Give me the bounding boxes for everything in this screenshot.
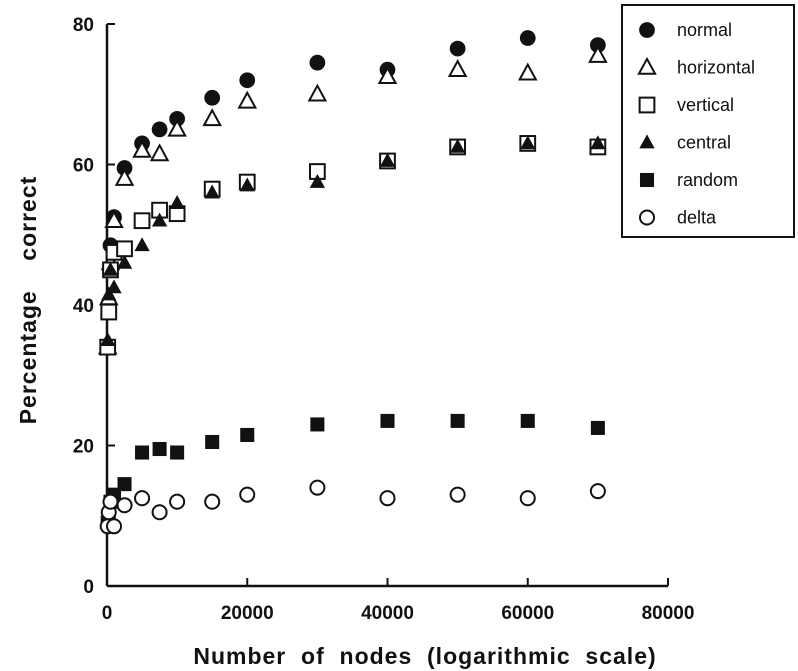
data-point-random [240,427,255,442]
data-point-central [134,237,150,252]
legend-marker-random [639,172,655,188]
legend-marker-normal [639,22,655,38]
data-point-vertical [100,303,118,321]
data-point-delta [449,486,466,503]
legend-item-normal: normal [639,20,732,40]
data-point-vertical [133,212,151,230]
y-tick-label: 0 [83,577,94,598]
data-point-horizontal [307,83,328,102]
data-point-normal [204,89,221,106]
legend-marker-horizontal [637,56,657,75]
data-point-random [450,413,465,428]
data-point-central [116,254,133,269]
data-point-normal [239,72,256,89]
legend-marker-vertical [638,96,656,114]
legend-box [621,4,795,238]
tick-labels: 0 20000 40000 60000 80000 0 20 40 60 80 [73,15,695,624]
data-point-central [102,261,119,276]
data-point-horizontal [132,139,152,158]
data-point-horizontal [167,118,187,137]
x-tick-label: 0 [102,603,113,624]
data-point-normal [449,40,466,57]
legend-item-horizontal: horizontal [637,56,755,78]
data-point-delta [134,490,151,507]
y-tick-label: 20 [73,437,94,458]
data-point-random [310,417,325,432]
data-point-central [379,152,396,167]
data-point-delta [239,486,256,503]
legend-item-central: central [639,133,731,153]
data-point-normal [519,30,536,46]
data-point-delta [519,490,536,507]
data-point-central [204,184,220,199]
data-point-horizontal [104,210,124,228]
data-point-random [170,445,185,460]
legend-label: normal [677,20,732,40]
data-point-central [449,138,466,153]
data-point-random [590,420,605,435]
legend-item-delta: delta [638,208,717,228]
data-point-delta [589,483,606,500]
data-point-central [309,173,326,188]
series-delta [99,479,606,535]
data-point-central [101,286,117,301]
data-point-random [117,477,132,492]
data-point-normal [151,121,168,138]
data-point-delta [151,504,168,521]
legend-item-random: random [639,170,738,190]
x-tick-label: 40000 [361,603,414,624]
legend-label: delta [677,208,717,228]
data-point-central [100,332,116,346]
legend: normal horizontal vertical central random del… [621,4,795,238]
data-point-horizontal [517,62,538,81]
data-point-central [169,195,185,209]
data-point-random [380,413,395,428]
y-axis-title: Percentage correct [15,176,41,425]
data-point-central [151,212,168,227]
data-point-random [205,434,220,450]
x-tick-label: 20000 [221,603,274,624]
x-tick-label: 60000 [501,603,554,624]
series-vertical [99,135,607,356]
data-point-delta [169,493,186,510]
data-point-delta [105,518,123,535]
legend-marker-delta [638,209,656,226]
y-tick-label: 40 [73,296,94,317]
data-point-horizontal [114,167,135,186]
data-point-central [590,135,606,150]
legend-label: horizontal [677,58,755,78]
y-tick-label: 60 [73,156,94,177]
data-point-delta [309,479,326,496]
data-point-horizontal [237,90,258,109]
data-markers [97,30,608,535]
data-point-normal [309,54,326,71]
series-central [100,135,606,346]
data-point-vertical [116,240,133,258]
data-point-delta [102,493,119,510]
data-point-horizontal [202,108,222,127]
data-point-horizontal [377,66,398,84]
data-point-central [106,279,122,294]
data-point-horizontal [588,44,608,63]
y-tick-label: 80 [73,15,94,36]
data-point-delta [204,493,221,510]
x-axis-title: Number of nodes (logarithmic scale) [193,643,656,669]
data-point-random [152,441,167,457]
x-tick-label: 80000 [642,603,695,624]
data-point-central [239,177,255,192]
data-point-horizontal [447,59,468,77]
data-point-delta [116,497,133,514]
legend-marker-central [639,134,655,149]
data-point-random [520,413,535,428]
data-point-horizontal [149,143,170,162]
legend-label: central [677,133,731,153]
data-point-central [520,135,536,150]
legend-item-vertical: vertical [638,95,734,115]
legend-label: vertical [677,95,734,115]
data-point-random [135,445,150,460]
data-point-delta [379,490,396,507]
legend-label: random [677,170,738,190]
series-random [100,413,605,530]
